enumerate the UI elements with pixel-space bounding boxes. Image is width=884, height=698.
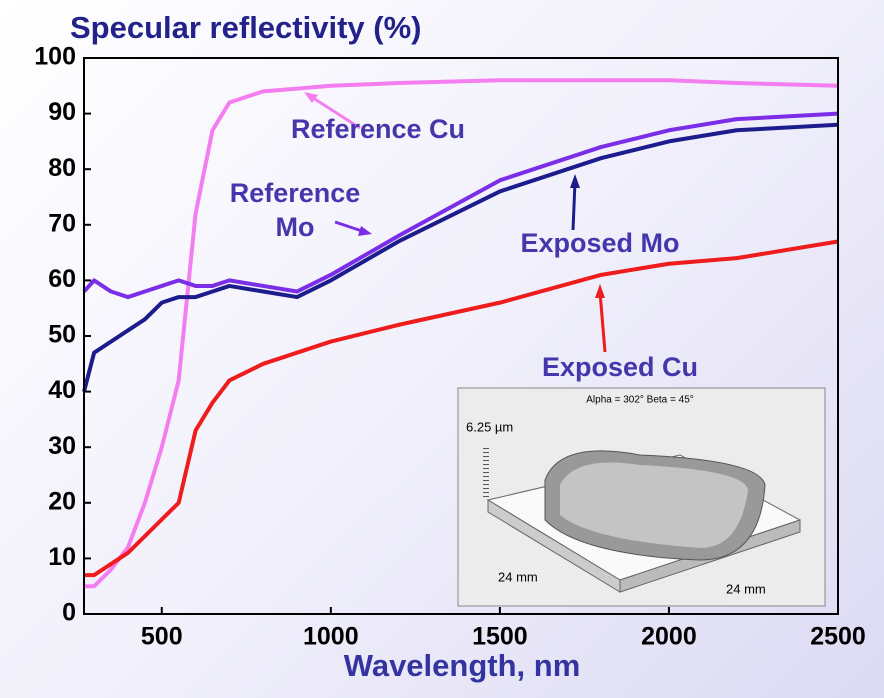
y-tick-label: 20 [48, 487, 76, 515]
y-tick-label: 30 [48, 432, 76, 460]
x-tick-label: 2500 [810, 623, 866, 651]
series-label: Exposed Mo [480, 226, 720, 260]
inset-z-label: 6.25 µm [466, 419, 513, 434]
y-tick-label: 40 [48, 376, 76, 404]
inset: Alpha = 302° Beta = 45° 6.25 µm 24 mm 24… [458, 388, 825, 606]
y-tick-label: 0 [62, 599, 76, 627]
inset-x-label: 24 mm [498, 569, 538, 584]
series-label: Reference Mo [205, 176, 385, 244]
y-tick-label: 90 [48, 98, 76, 126]
y-tick-label: 50 [48, 321, 76, 349]
page: Specular reflectivity (%) Wavelength, nm… [0, 0, 884, 698]
series-label: Reference Cu [258, 112, 498, 146]
series-label: Exposed Cu [500, 350, 740, 384]
y-tick-label: 100 [34, 43, 76, 71]
inset-y-label: 24 mm [726, 581, 766, 596]
x-tick-label: 2000 [641, 623, 697, 651]
chart-title: Specular reflectivity (%) [70, 10, 421, 45]
y-tick-label: 10 [48, 543, 76, 571]
y-tick-label: 80 [48, 154, 76, 182]
chart: Specular reflectivity (%) Wavelength, nm… [0, 0, 884, 698]
x-tick-label: 500 [141, 623, 183, 651]
x-tick-label: 1500 [472, 623, 528, 651]
y-tick-label: 60 [48, 265, 76, 293]
x-axis-label: Wavelength, nm [344, 648, 581, 683]
y-tick-label: 70 [48, 209, 76, 237]
x-tick-label: 1000 [303, 623, 359, 651]
inset-title: Alpha = 302° Beta = 45° [586, 395, 694, 406]
